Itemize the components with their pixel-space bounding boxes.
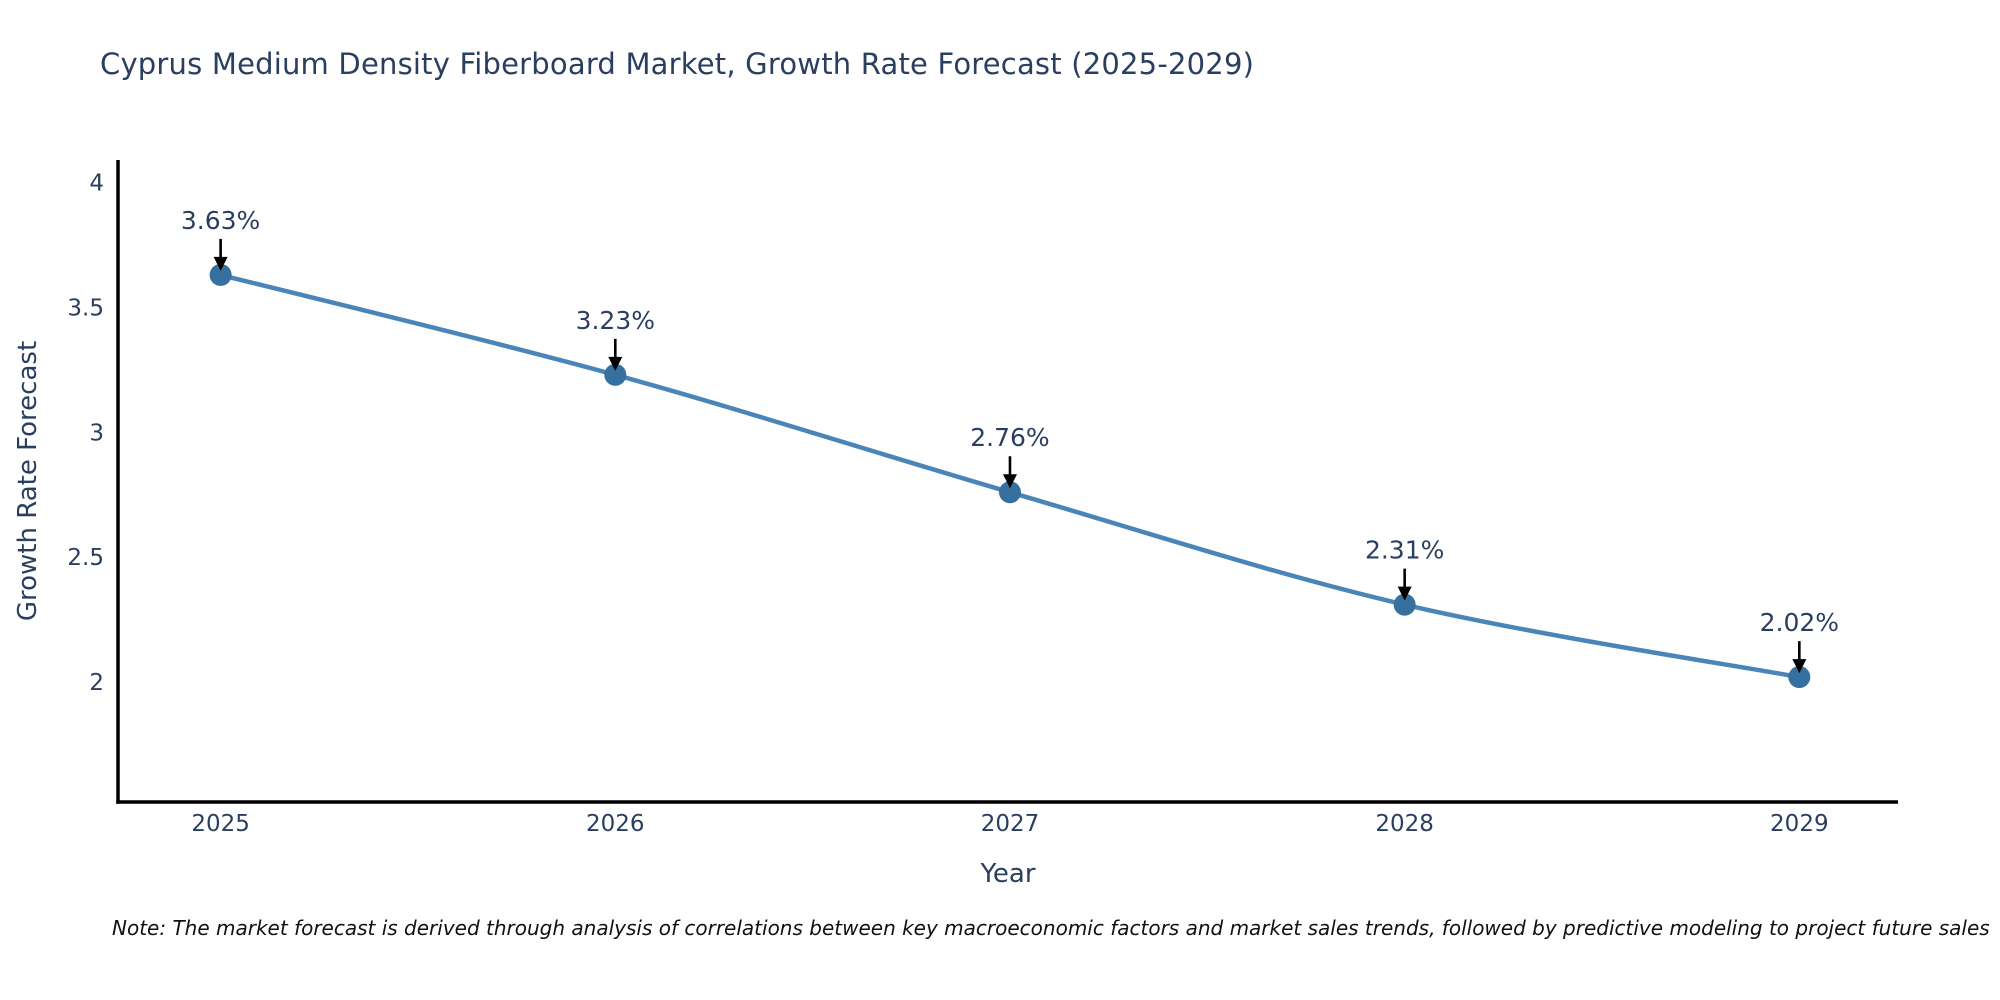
point-value-label: 2.31% <box>1365 536 1444 565</box>
x-tick-label: 2025 <box>191 811 250 837</box>
y-tick-label: 2 <box>89 670 104 696</box>
annotation-arrow-head <box>1002 474 1017 489</box>
point-value-label: 3.63% <box>181 206 260 235</box>
x-tick-label: 2029 <box>1770 811 1829 837</box>
x-tick-label: 2028 <box>1375 811 1434 837</box>
annotation-arrow-head <box>1397 586 1412 601</box>
y-tick-label: 3 <box>89 420 104 446</box>
annotation-arrow-head <box>608 356 623 371</box>
point-value-label: 2.76% <box>970 423 1049 452</box>
x-tick-label: 2027 <box>981 811 1040 837</box>
x-tick-label: 2026 <box>586 811 645 837</box>
y-axis-title: Growth Rate Forecast <box>13 341 43 621</box>
chart-title: Cyprus Medium Density Fiberboard Market,… <box>100 47 1255 81</box>
x-tick-labels: 2025 2026 2027 2028 2029 <box>191 811 1828 837</box>
data-point-2029[interactable] <box>1788 666 1811 689</box>
point-value-label: 3.23% <box>576 306 655 335</box>
methodology-note: Note: The market forecast is derived thr… <box>112 916 1990 940</box>
point-value-label: 2.02% <box>1760 608 1839 637</box>
data-series <box>209 263 1811 689</box>
data-point-2025[interactable] <box>209 263 232 286</box>
y-tick-label: 2.5 <box>67 545 104 571</box>
data-point-2026[interactable] <box>604 363 627 386</box>
annotation-arrow-head <box>213 256 228 271</box>
point-annotations: 3.63% 3.23% 2.76% 2.31% 2.02% <box>181 206 1839 674</box>
y-tick-label: 3.5 <box>67 295 104 321</box>
y-tick-labels: 2 2.5 3 3.5 4 <box>67 170 104 696</box>
x-axis-title: Year <box>979 859 1035 889</box>
data-point-2028[interactable] <box>1393 593 1416 616</box>
y-tick-label: 4 <box>89 170 104 196</box>
data-point-2027[interactable] <box>998 481 1021 504</box>
annotation-arrow-head <box>1792 659 1807 674</box>
